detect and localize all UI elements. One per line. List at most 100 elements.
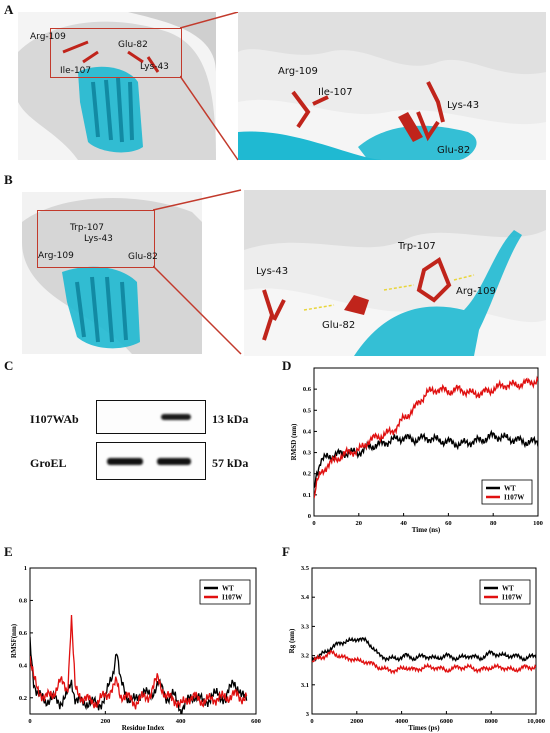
y-tick-label: 0.4: [19, 662, 28, 669]
panel-a-left-label-lys43: Lys-43: [140, 62, 169, 72]
series-line-i107w: [30, 614, 248, 710]
x-tick-label: 6000: [440, 718, 453, 725]
y-tick-label: 0.2: [303, 471, 311, 478]
legend-box: [199, 579, 251, 605]
panel-b-right-label-arg109: Arg-109: [456, 286, 496, 297]
x-tick-label: 80: [490, 520, 497, 527]
panel-b-right-label-lys43: Lys-43: [256, 266, 289, 277]
panel-a-zoom-box: [50, 28, 182, 78]
series-line-wt: [314, 429, 538, 489]
y-axis-label: RMSF(nm): [10, 623, 18, 658]
x-tick-label: 60: [445, 520, 452, 527]
x-tick-label: 0: [28, 718, 31, 725]
blot-row-1: [96, 400, 206, 434]
y-tick-label: 0: [308, 513, 311, 520]
x-tick-label: 200: [100, 718, 110, 725]
panel-a-right-label-ile107: Ile-107: [318, 87, 353, 98]
panel-a-overview-graphic: [18, 12, 216, 160]
panel-letter-f: F: [282, 544, 290, 559]
legend-label-wt: WT: [504, 485, 516, 493]
panel-letter-c: C: [4, 358, 14, 373]
panel-letter-d: D: [282, 358, 292, 373]
x-tick-label: 0: [312, 520, 315, 527]
y-tick-label: 0.3: [303, 450, 312, 457]
series-line-i107w: [314, 375, 538, 499]
x-tick-label: 4000: [395, 718, 408, 725]
panel-a-left-label-glu82: Glu-82: [118, 40, 148, 50]
legend-label-wt: WT: [222, 585, 234, 593]
y-tick-label: 0.2: [19, 695, 27, 702]
series-line-wt: [312, 636, 536, 663]
legend-box: [481, 479, 533, 505]
panel-a-right-label-arg109: Arg-109: [278, 66, 318, 77]
blot-band-2-lane-1: [107, 458, 143, 465]
x-axis-label: Time (ns): [412, 526, 441, 534]
panel-b-zoom-lines: [153, 189, 242, 355]
panel-b-overview-graphic: [22, 198, 202, 354]
y-tick-label: 3: [306, 711, 310, 718]
y-tick-label: 3.4: [301, 594, 310, 601]
panel-letter-e: E: [4, 544, 13, 559]
blot-row-2-label: GroEL: [30, 456, 67, 470]
x-tick-label: 40: [400, 520, 407, 527]
panel-b-zoom-box: [37, 210, 155, 268]
blot-row-2: [96, 442, 206, 480]
x-tick-label: 8000: [485, 718, 498, 725]
blot-row-2-size: 57 kDa: [212, 456, 249, 470]
series-line-i107w: [312, 649, 536, 675]
blot-band-1-lane-2: [161, 414, 191, 420]
x-tick-label: 400: [176, 718, 186, 725]
panel-a-zoom-graphic: [238, 12, 546, 160]
y-tick-label: 3.3: [301, 623, 310, 630]
x-tick-label: 0: [310, 718, 313, 725]
panel-b-left-label-arg109: Arg-109: [38, 251, 74, 261]
blot-row-1-size: 13 kDa: [212, 412, 249, 426]
legend-box: [479, 579, 531, 605]
legend-label-i107w: I107W: [222, 594, 242, 602]
y-tick-label: 0.6: [19, 630, 28, 637]
chart-f: 0 2000 4000 6000 8000 10,000 3 3.1 3.2 3.3 3.4 3.5 T…: [288, 565, 545, 732]
panel-b-left-label-lys43: Lys-43: [84, 234, 113, 244]
chart-d: 0 20 40 60 80 100 0 0.1 0.2 0.3 0.4 0.5 0.6 Time (ns)…: [290, 367, 543, 534]
y-tick-label: 1: [24, 565, 27, 572]
legend-label-wt: WT: [502, 585, 514, 593]
y-tick-label: 3.1: [301, 682, 309, 689]
panel-a-zoom-structure: [238, 12, 546, 160]
y-tick-label: 3.2: [301, 653, 309, 660]
blot-band-2-lane-2: [157, 458, 191, 465]
y-tick-label: 0.6: [303, 386, 312, 393]
panel-a-zoom-lines: [180, 12, 239, 161]
legend-label-i107w: I107W: [504, 494, 524, 502]
panel-b-left-label-glu82: Glu-82: [128, 252, 158, 262]
x-tick-label: 100: [533, 520, 543, 527]
panel-b-right-label-glu82: Glu-82: [322, 320, 356, 331]
panel-a-overview-structure: [18, 12, 216, 160]
x-tick-label: 2000: [350, 718, 363, 725]
x-tick-label: 10,000: [527, 718, 545, 725]
panel-a-right-label-glu82: Glu-82: [437, 145, 471, 156]
panel-a-left-label-arg109: Arg-109: [30, 32, 66, 42]
x-axis-label: Times (ps): [408, 724, 440, 732]
y-tick-label: 3.5: [301, 565, 310, 572]
panel-b-zoom-graphic: [244, 190, 546, 356]
y-axis-label: RMSD (nm): [290, 423, 298, 460]
chart-e: 0 200 400 600 0.2 0.4 0.6 0.8 1 Residue Index RMSF…: [10, 565, 261, 732]
y-tick-label: 0.8: [19, 597, 28, 604]
y-tick-label: 0.1: [303, 492, 311, 499]
panel-a-left-label-ile107: Ile-107: [60, 66, 92, 76]
panel-b-overview-structure: [22, 192, 202, 354]
y-axis-label: Rg (nm): [288, 628, 296, 653]
panel-b-zoom-structure: [244, 190, 546, 356]
panel-b-right-label-trp107: Trp-107: [398, 241, 436, 252]
blot-row-1-label: I107WAb: [30, 412, 79, 426]
panel-letter-a: A: [4, 2, 14, 17]
panel-b-left-label-trp107: Trp-107: [70, 223, 105, 233]
panel-letter-b: B: [4, 172, 13, 187]
panel-a-right-label-lys43: Lys-43: [447, 100, 480, 111]
x-tick-label: 600: [251, 718, 261, 725]
x-axis-label: Residue Index: [122, 724, 165, 732]
x-tick-label: 20: [356, 520, 363, 527]
legend-label-i107w: I107W: [502, 594, 522, 602]
y-tick-label: 0.4: [303, 428, 312, 435]
y-tick-label: 0.5: [303, 407, 312, 414]
